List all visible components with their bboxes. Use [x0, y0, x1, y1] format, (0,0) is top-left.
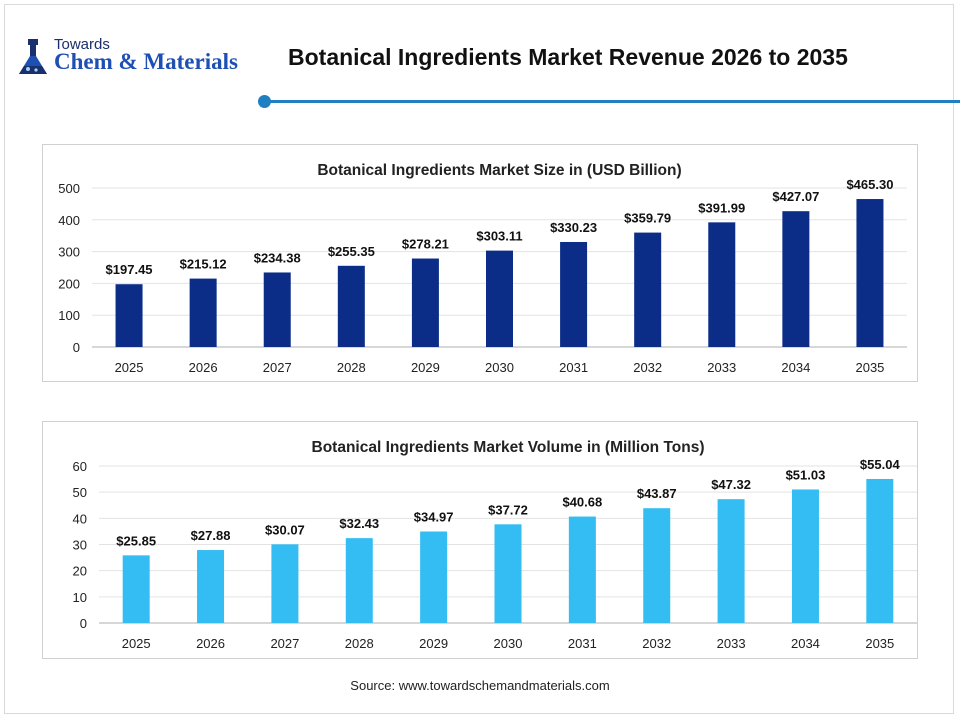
x-tick-label: 2026	[189, 360, 218, 375]
x-tick-label: 2029	[419, 636, 448, 651]
bar	[197, 550, 225, 623]
data-label: $303.11	[476, 229, 522, 244]
accent-dot	[258, 95, 271, 108]
data-label: $27.88	[191, 528, 231, 543]
y-tick-label: 500	[58, 181, 80, 196]
bar	[791, 489, 819, 623]
x-tick-label: 2027	[270, 636, 299, 651]
bar	[337, 265, 365, 347]
bar	[634, 232, 662, 347]
x-tick-label: 2030	[485, 360, 514, 375]
bar	[189, 278, 217, 347]
market-size-svg: Botanical Ingredients Market Size in (US…	[58, 162, 907, 375]
data-label: $34.97	[414, 509, 454, 524]
data-label: $330.23	[550, 220, 597, 235]
y-tick-label: 100	[58, 308, 80, 323]
bar	[560, 241, 588, 347]
y-tick-label: 0	[73, 340, 80, 355]
data-label: $234.38	[254, 250, 301, 265]
logo-towards-text: Towards	[54, 36, 110, 53]
bar	[271, 544, 299, 623]
data-label: $43.87	[637, 486, 677, 501]
data-label: $32.43	[339, 516, 379, 531]
x-tick-label: 2035	[865, 636, 894, 651]
accent-line	[266, 100, 960, 103]
x-tick-label: 2031	[568, 636, 597, 651]
bar	[486, 250, 513, 347]
bar	[494, 524, 522, 623]
x-tick-label: 2026	[196, 636, 225, 651]
page-frame	[4, 4, 954, 714]
x-tick-label: 2029	[411, 360, 440, 375]
y-tick-label: 300	[58, 245, 80, 260]
bar	[345, 538, 373, 623]
x-tick-label: 2035	[855, 360, 884, 375]
y-tick-label: 0	[80, 616, 87, 631]
data-label: $40.68	[562, 495, 602, 510]
logo-brand-text: Chem & Materials	[54, 49, 238, 74]
data-label: $51.03	[786, 467, 826, 482]
y-tick-label: 30	[73, 538, 87, 553]
bar	[420, 531, 448, 623]
y-tick-label: 200	[58, 276, 80, 291]
data-label: $47.32	[711, 477, 751, 492]
page-title: Botanical Ingredients Market Revenue 202…	[288, 44, 848, 70]
x-tick-label: 2025	[115, 360, 144, 375]
y-tick-label: 40	[73, 511, 87, 526]
x-tick-label: 2028	[345, 636, 374, 651]
bar	[122, 555, 150, 623]
y-tick-label: 400	[58, 213, 80, 228]
x-tick-label: 2032	[642, 636, 671, 651]
data-label: $427.07	[772, 189, 819, 204]
brand-logo: Towards Chem & Materials	[16, 36, 266, 80]
data-label: $25.85	[116, 533, 156, 548]
y-tick-label: 50	[73, 485, 87, 500]
y-tick-label: 10	[73, 590, 87, 605]
flask-logo-icon	[19, 39, 47, 74]
bar	[115, 284, 143, 347]
x-tick-label: 2027	[263, 360, 292, 375]
data-label: $255.35	[328, 244, 375, 259]
x-tick-label: 2033	[707, 360, 736, 375]
data-label: $197.45	[106, 262, 153, 277]
x-tick-label: 2034	[781, 360, 810, 375]
data-label: $278.21	[402, 237, 449, 252]
x-tick-label: 2030	[494, 636, 523, 651]
market-volume-chart: Botanical Ingredients Market Volume in (…	[42, 421, 918, 659]
x-tick-label: 2032	[633, 360, 662, 375]
bar	[856, 199, 884, 347]
bar	[717, 499, 745, 623]
bar	[866, 478, 894, 623]
data-label: $391.99	[698, 200, 745, 215]
bar	[643, 508, 671, 623]
y-tick-label: 60	[73, 459, 87, 474]
x-tick-label: 2033	[717, 636, 746, 651]
bar	[411, 258, 439, 347]
data-label: $55.04	[860, 457, 901, 472]
y-tick-label: 20	[73, 564, 87, 579]
data-label: $30.07	[265, 522, 305, 537]
x-tick-label: 2025	[122, 636, 151, 651]
source-note: Source: www.towardschemandmaterials.com	[350, 678, 610, 693]
bar	[263, 272, 291, 347]
bar	[708, 222, 736, 347]
chart-title: Botanical Ingredients Market Volume in (…	[312, 439, 705, 456]
data-label: $359.79	[624, 211, 671, 226]
data-label: $37.72	[488, 502, 528, 517]
bar	[782, 211, 810, 347]
chart-title: Botanical Ingredients Market Size in (US…	[317, 162, 681, 179]
x-tick-label: 2028	[337, 360, 366, 375]
bar	[568, 516, 596, 623]
x-tick-label: 2031	[559, 360, 588, 375]
market-volume-svg: Botanical Ingredients Market Volume in (…	[73, 439, 917, 651]
data-label: $465.30	[846, 177, 893, 192]
x-tick-label: 2034	[791, 636, 820, 651]
data-label: $215.12	[180, 257, 227, 272]
market-size-chart: Botanical Ingredients Market Size in (US…	[42, 144, 918, 382]
